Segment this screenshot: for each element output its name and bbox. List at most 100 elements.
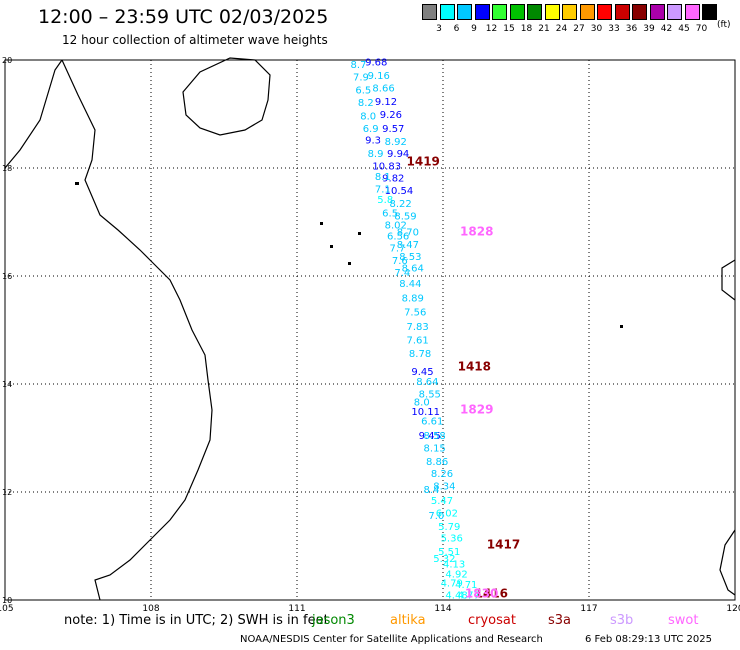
wave-height-value: 6.61 [421, 417, 443, 428]
wave-height-value: 8.02 [385, 220, 407, 231]
wave-height-value: 7.83 [407, 322, 429, 333]
wave-height-value: 8.59 [394, 211, 416, 222]
colorbar-swatch [632, 4, 647, 20]
track-id-label: 1828 [460, 225, 493, 239]
longitude-tick-label: 105 [0, 604, 14, 614]
colorbar-swatch [527, 4, 542, 20]
satellite-legend-entry: jason3 [312, 613, 355, 628]
wave-height-value: 8.4 [424, 485, 440, 496]
colorbar-label: 15 [503, 24, 515, 34]
satellite-legend-entry: s3a [548, 613, 572, 628]
longitude-tick-label: 108 [142, 604, 159, 614]
satellite-legend-entry: swot [668, 613, 699, 628]
hainan-island-coast [182, 57, 271, 136]
colorbar-swatch [579, 4, 595, 20]
wave-height-value: 7.6 [392, 256, 408, 267]
wave-height-value: 10.11 [411, 407, 440, 418]
wave-height-value: 7.61 [407, 336, 429, 347]
wave-height-value: 9.26 [380, 110, 402, 121]
wave-height-value: 9.94 [387, 149, 409, 160]
wave-height-value: 8.9 [368, 149, 384, 160]
colorbar-swatch [684, 4, 700, 20]
colorbar-swatch [649, 4, 665, 20]
latitude-tick-label: 16 [2, 272, 12, 281]
wave-height-value: 8.64 [416, 377, 438, 388]
credit-line: NOAA/NESDIS Center for Satellite Applica… [240, 634, 543, 645]
colorbar-label: 36 [625, 24, 638, 34]
wave-height-value: 8.66 [372, 83, 394, 94]
wave-height-value: 7.56 [404, 307, 426, 318]
island-marker [358, 232, 361, 235]
wave-height-value: 10.54 [385, 186, 414, 197]
footer-note: note: 1) Time is in UTC; 2) SWH is in fe… [64, 613, 329, 628]
colorbar-swatch [597, 4, 612, 20]
track-id-label: 1418 [458, 360, 491, 374]
satellite-legend-entry: altika [390, 613, 426, 628]
wave-height-value: 8.2 [358, 98, 374, 109]
island-marker [330, 245, 333, 248]
wave-height-value: 9.45 [411, 367, 433, 378]
wave-height-value: 9.68 [365, 57, 387, 68]
colorbar-label: 21 [538, 24, 550, 34]
colorbar-label: 42 [660, 24, 673, 34]
island-marker [620, 325, 623, 328]
colorbar-label: 6 [453, 24, 460, 34]
wave-height-value: 8.0 [414, 398, 430, 409]
wave-height-value: 5.51 [438, 547, 460, 558]
axis-ticks: 105 108 111 114 117 120 20 18 16 14 12 10 [0, 56, 740, 614]
graticule [5, 60, 735, 600]
wave-height-labels: 9.688.79.167.98.666.59.128.29.268.09.576… [351, 57, 480, 601]
track-id-label: 1419 [407, 154, 440, 168]
wave-height-value: 8.22 [389, 199, 411, 210]
wave-height-value: 5.79 [438, 522, 460, 533]
colorbar-label: 18 [520, 24, 533, 34]
colorbar-swatch [702, 4, 717, 20]
wave-height-value: 7.0 [428, 511, 444, 522]
colorbar-label: 24 [555, 24, 568, 34]
wave-height-value: 6.56 [387, 231, 409, 242]
wave-height-value: 8.15 [424, 444, 446, 455]
colorbar-swatch [509, 4, 525, 20]
longitude-tick-label: 111 [288, 604, 305, 614]
track-id-label: 1416 [475, 586, 508, 600]
wave-height-value: 5.32 [433, 554, 455, 565]
wave-height-value: 7.4 [394, 268, 410, 279]
map-subtitle: 12 hour collection of altimeter wave hei… [62, 33, 328, 47]
colorbar-swatch [439, 4, 455, 20]
longitude-tick-label: 117 [580, 604, 597, 614]
wave-height-value: 9.12 [375, 97, 397, 108]
wave-height-value: 7.7 [389, 244, 405, 255]
colorbar-swatch [544, 4, 560, 20]
vietnam-china-coastline [4, 59, 213, 601]
wave-height-value: 8.34 [433, 481, 455, 492]
colorbar-unit: (ft) [717, 20, 731, 30]
wave-height-value: 8.78 [409, 349, 431, 360]
longitude-tick-label: 114 [434, 604, 451, 614]
coastline [4, 57, 736, 601]
wave-height-value: 8.1 [375, 172, 391, 183]
colorbar-label: 33 [608, 24, 620, 34]
wave-height-value: 6.9 [363, 124, 379, 135]
wave-height-value: 9.57 [382, 124, 404, 135]
wave-height-value: 8.0 [360, 111, 376, 122]
wave-height-value: 6.5 [355, 85, 371, 96]
satellite-legend-entry: s3b [610, 613, 634, 628]
colorbar-label: 12 [485, 24, 498, 34]
track-id-label: 1417 [487, 538, 520, 552]
wave-height-value: 8.89 [402, 293, 424, 304]
colorbar-label: 45 [678, 24, 690, 34]
latitude-tick-label: 14 [2, 380, 12, 389]
colorbar-label: 30 [590, 24, 603, 34]
colorbar-label: 27 [573, 24, 585, 34]
wave-height-value: 9.45 [419, 431, 441, 442]
wave-height-value: 5.36 [441, 534, 463, 545]
colorbar-swatch [457, 4, 472, 20]
wave-height-value: 8.86 [426, 457, 448, 468]
track-id-label: 1829 [460, 403, 493, 417]
wave-height-value: 4.71 [455, 580, 477, 591]
generated-timestamp: 6 Feb 08:29:13 UTC 2025 [585, 634, 712, 645]
wave-height-value: 8.53 [399, 252, 421, 263]
wave-height-value: 5.8 [377, 195, 393, 206]
